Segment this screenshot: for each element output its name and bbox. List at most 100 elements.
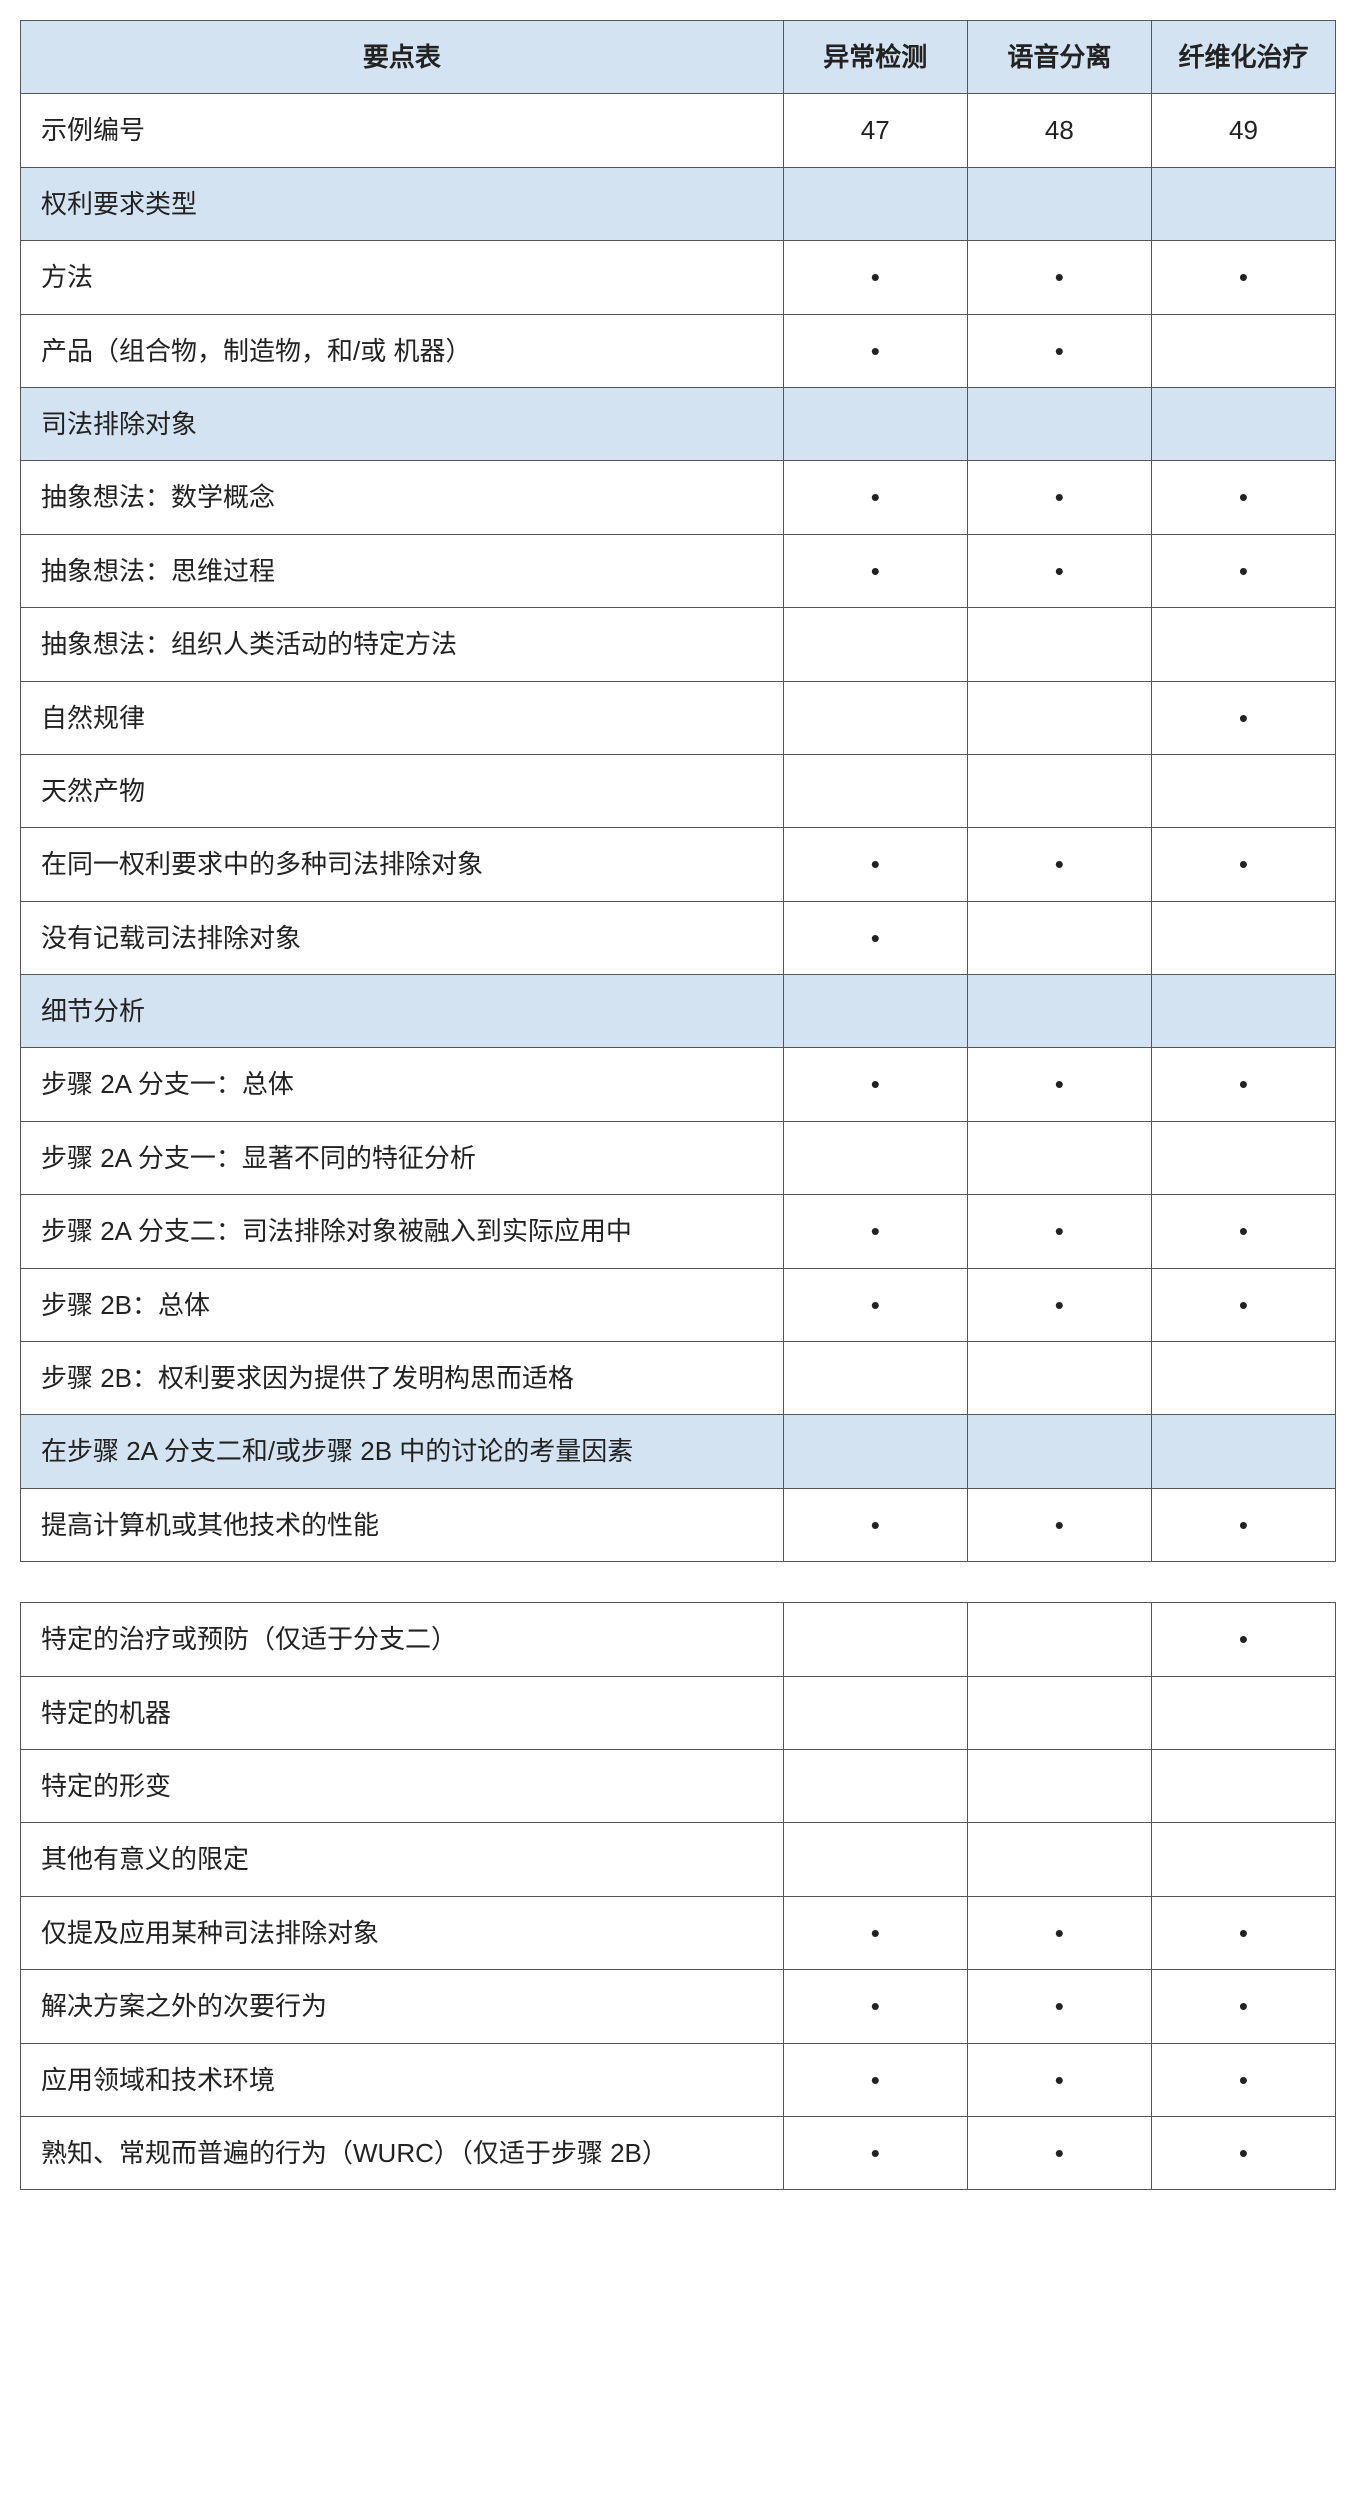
row-value: 47 — [783, 94, 967, 167]
table-row: 提高计算机或其他技术的性能••• — [21, 1488, 1336, 1561]
row-value: • — [783, 1048, 967, 1121]
row-label: 示例编号 — [21, 94, 784, 167]
table-row: 步骤 2B：权利要求因为提供了发明构思而适格 — [21, 1342, 1336, 1415]
row-value — [967, 167, 1151, 240]
row-label: 其他有意义的限定 — [21, 1823, 784, 1896]
row-value: • — [967, 1896, 1151, 1969]
table-row: 特定的形变 — [21, 1749, 1336, 1822]
table-row: 解决方案之外的次要行为••• — [21, 1970, 1336, 2043]
row-value — [967, 1749, 1151, 1822]
row-value — [1151, 387, 1335, 460]
row-label: 在步骤 2A 分支二和/或步骤 2B 中的讨论的考量因素 — [21, 1415, 784, 1488]
row-value — [1151, 1121, 1335, 1194]
row-value — [967, 1603, 1151, 1676]
table-row: 自然规律 • — [21, 681, 1336, 754]
row-value — [967, 608, 1151, 681]
row-label: 步骤 2A 分支一：总体 — [21, 1048, 784, 1121]
header-col-2: 纤维化治疗 — [1151, 21, 1335, 94]
table-row: 天然产物 — [21, 754, 1336, 827]
table-row: 示例编号474849 — [21, 94, 1336, 167]
row-value: • — [967, 1970, 1151, 2043]
row-label: 自然规律 — [21, 681, 784, 754]
row-label: 细节分析 — [21, 975, 784, 1048]
table-row: 司法排除对象 — [21, 387, 1336, 460]
row-value: • — [967, 1268, 1151, 1341]
table-row: 步骤 2B：总体••• — [21, 1268, 1336, 1341]
table-row: 没有记载司法排除对象• — [21, 901, 1336, 974]
row-value: • — [967, 2043, 1151, 2116]
row-value: • — [1151, 2043, 1335, 2116]
row-value: • — [1151, 1970, 1335, 2043]
row-value: • — [783, 2043, 967, 2116]
row-value: • — [783, 1195, 967, 1268]
row-value — [783, 1823, 967, 1896]
table2-body: 特定的治疗或预防（仅适于分支二） • 特定的机器特定的形变其他有意义的限定仅提及应用… — [21, 1603, 1336, 2190]
key-points-table: 要点表 异常检测 语音分离 纤维化治疗 示例编号474849权利要求类型方法••… — [20, 20, 1336, 1562]
header-row: 要点表 异常检测 语音分离 纤维化治疗 — [21, 21, 1336, 94]
row-value: • — [967, 534, 1151, 607]
table-row: 其他有意义的限定 — [21, 1823, 1336, 1896]
row-value: • — [967, 1195, 1151, 1268]
row-label: 权利要求类型 — [21, 167, 784, 240]
row-value — [967, 1415, 1151, 1488]
header-title: 要点表 — [21, 21, 784, 94]
row-value — [783, 754, 967, 827]
row-value: • — [967, 2116, 1151, 2189]
row-value — [1151, 1415, 1335, 1488]
row-value — [967, 681, 1151, 754]
row-value: • — [967, 1488, 1151, 1561]
row-value — [783, 1342, 967, 1415]
row-value: • — [1151, 461, 1335, 534]
table-row: 方法••• — [21, 241, 1336, 314]
row-value: • — [1151, 1488, 1335, 1561]
row-value: • — [783, 241, 967, 314]
row-value: • — [1151, 1048, 1335, 1121]
row-value — [1151, 167, 1335, 240]
row-value: • — [967, 461, 1151, 534]
row-label: 步骤 2A 分支一：显著不同的特征分析 — [21, 1121, 784, 1194]
table-row: 步骤 2A 分支二：司法排除对象被融入到实际应用中••• — [21, 1195, 1336, 1268]
row-value: • — [967, 1048, 1151, 1121]
table-row: 熟知、常规而普遍的行为（WURC）（仅适于步骤 2B）••• — [21, 2116, 1336, 2189]
row-value: • — [1151, 828, 1335, 901]
row-label: 特定的治疗或预防（仅适于分支二） — [21, 1603, 784, 1676]
row-value — [1151, 314, 1335, 387]
row-label: 抽象想法：组织人类活动的特定方法 — [21, 608, 784, 681]
row-value — [967, 1676, 1151, 1749]
row-value — [1151, 901, 1335, 974]
table-row: 抽象想法：组织人类活动的特定方法 — [21, 608, 1336, 681]
row-label: 抽象想法：思维过程 — [21, 534, 784, 607]
row-value: • — [1151, 241, 1335, 314]
row-value: • — [783, 461, 967, 534]
key-points-table-2: 特定的治疗或预防（仅适于分支二） • 特定的机器特定的形变其他有意义的限定仅提及应用… — [20, 1602, 1336, 2190]
row-value — [1151, 1676, 1335, 1749]
row-label: 步骤 2B：总体 — [21, 1268, 784, 1341]
row-label: 熟知、常规而普遍的行为（WURC）（仅适于步骤 2B） — [21, 2116, 784, 2189]
row-value — [967, 754, 1151, 827]
row-value — [783, 1121, 967, 1194]
row-label: 特定的机器 — [21, 1676, 784, 1749]
row-value — [1151, 754, 1335, 827]
table-row: 应用领域和技术环境••• — [21, 2043, 1336, 2116]
table-row: 特定的治疗或预防（仅适于分支二） • — [21, 1603, 1336, 1676]
row-value: • — [1151, 2116, 1335, 2189]
header-col-0: 异常检测 — [783, 21, 967, 94]
row-value: 48 — [967, 94, 1151, 167]
row-value — [783, 608, 967, 681]
row-value: • — [1151, 1603, 1335, 1676]
row-value — [783, 167, 967, 240]
table-row: 仅提及应用某种司法排除对象••• — [21, 1896, 1336, 1969]
row-label: 抽象想法：数学概念 — [21, 461, 784, 534]
row-label: 没有记载司法排除对象 — [21, 901, 784, 974]
row-value — [783, 387, 967, 460]
row-value: • — [967, 241, 1151, 314]
table-row: 步骤 2A 分支一：总体••• — [21, 1048, 1336, 1121]
header-col-1: 语音分离 — [967, 21, 1151, 94]
row-label: 仅提及应用某种司法排除对象 — [21, 1896, 784, 1969]
row-value — [1151, 1749, 1335, 1822]
row-label: 应用领域和技术环境 — [21, 2043, 784, 2116]
row-value — [783, 681, 967, 754]
row-value: • — [783, 828, 967, 901]
row-value: • — [1151, 681, 1335, 754]
row-label: 天然产物 — [21, 754, 784, 827]
